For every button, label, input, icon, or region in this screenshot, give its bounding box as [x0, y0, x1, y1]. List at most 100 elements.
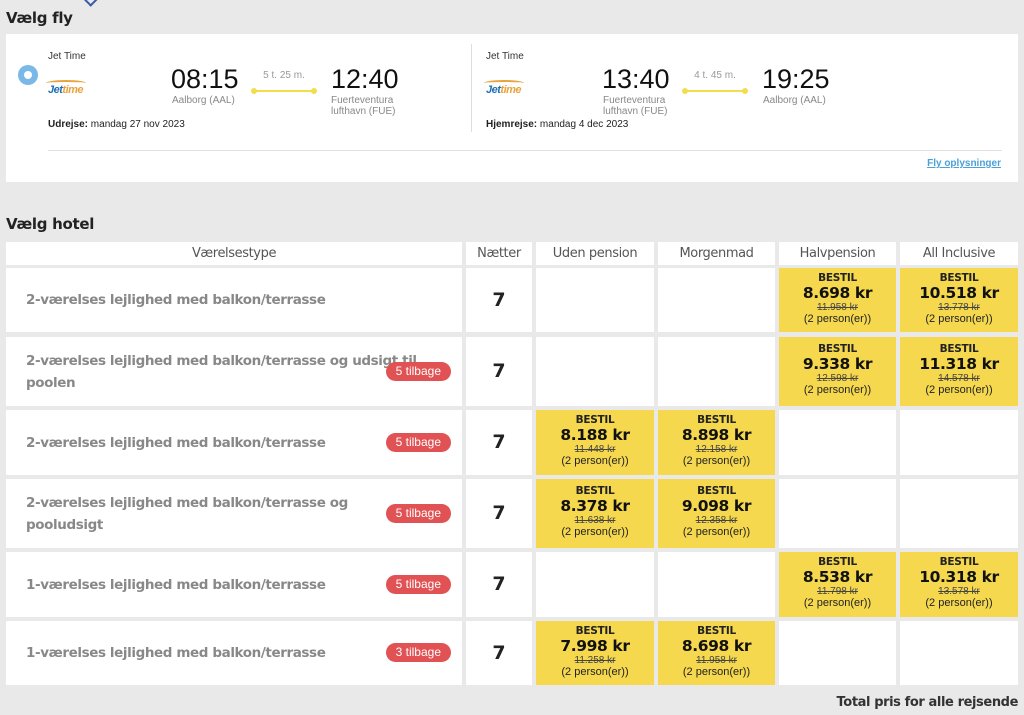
room-type-cell: 2-værelses lejlighed med balkon/terrasse…: [6, 479, 462, 548]
price-cell-no-board[interactable]: BESTIL 8.378 kr 11.638 kr (2 person(er)): [536, 479, 654, 548]
room-type-cell: 1-værelses lejlighed med balkon/terrasse…: [6, 621, 462, 685]
flight-duration: 4 t. 45 m.: [694, 70, 736, 81]
price-amount: 8.698 kr: [681, 637, 752, 655]
room-type-name: 2-værelses lejlighed med balkon/terrasse…: [26, 352, 417, 391]
price-cell-half-board[interactable]: BESTIL 9.338 kr 12.598 kr (2 person(er)): [779, 337, 896, 406]
room-type-name: 1-værelses lejlighed med balkon/terrasse: [26, 645, 326, 661]
book-label: BESTIL: [575, 414, 615, 426]
price-cell-half-board[interactable]: BESTIL 8.538 kr 11.798 kr (2 person(er)): [779, 552, 896, 617]
header-no-board: Uden pension: [536, 242, 654, 265]
arrival-time: 19:25: [762, 64, 830, 94]
person-count: (2 person(er)): [682, 455, 751, 467]
book-label: BESTIL: [818, 343, 857, 355]
price-cell-no-board[interactable]: BESTIL 7.998 kr 11.258 kr (2 person(er)): [536, 621, 654, 685]
original-price: 11.638 kr: [574, 515, 616, 526]
original-price: 11.798 kr: [817, 586, 858, 597]
availability-badge: 5 tilbage: [385, 432, 451, 452]
flight-route-line: [682, 88, 748, 94]
person-count: (2 person(er)): [682, 666, 751, 678]
price-amount: 10.318 kr: [919, 568, 999, 586]
price-cell-no-board[interactable]: BESTIL 8.188 kr 11.448 kr (2 person(er)): [536, 410, 654, 475]
person-count: (2 person(er)): [803, 313, 872, 325]
room-type-cell: 2-værelses lejlighed med balkon/terrasse…: [6, 337, 462, 406]
price-amount: 9.098 kr: [681, 497, 752, 515]
availability-badge: 5 tilbage: [385, 503, 451, 523]
price-cell-breakfast[interactable]: BESTIL 9.098 kr 12.358 kr (2 person(er)): [658, 479, 775, 548]
price-amount: 8.188 kr: [560, 426, 630, 444]
book-label: BESTIL: [939, 343, 979, 355]
empty-cell-all-inclusive: [900, 410, 1018, 475]
book-label: BESTIL: [939, 272, 979, 284]
original-price: 11.958 kr: [817, 302, 858, 313]
room-type-cell: 1-værelses lejlighed med balkon/terrasse…: [6, 552, 462, 617]
nights-value: 7: [466, 479, 532, 548]
price-cell-all-inclusive[interactable]: BESTIL 10.318 kr 13.578 kr (2 person(er)): [900, 552, 1018, 617]
original-price: 11.258 kr: [574, 655, 616, 666]
flight-card[interactable]: Jet Time Jettime 08:15 Aalborg (AAL) 5 t…: [6, 34, 1018, 182]
arrival-airport: Aalborg (AAL): [763, 95, 826, 106]
original-price: 14.578 kr: [938, 373, 980, 384]
header-breakfast: Morgenmad: [658, 242, 775, 265]
person-count: (2 person(er)): [561, 526, 629, 538]
room-type-cell: 2-værelses lejlighed med balkon/terrasse: [6, 268, 462, 332]
book-label: BESTIL: [575, 485, 615, 497]
empty-cell-half-board: [779, 479, 896, 548]
empty-cell-breakfast: [658, 268, 775, 332]
airline-logo: Jettime: [45, 80, 87, 96]
empty-cell-all-inclusive: [900, 479, 1018, 548]
price-cell-all-inclusive[interactable]: BESTIL 10.518 kr 13.778 kr (2 person(er)): [900, 268, 1018, 332]
room-type-name: 2-værelses lejlighed med balkon/terrasse: [26, 292, 326, 308]
price-amount: 8.698 kr: [802, 284, 873, 302]
person-count: (2 person(er)): [925, 313, 993, 325]
price-amount: 10.518 kr: [919, 284, 999, 302]
empty-cell-no-board: [536, 552, 654, 617]
price-cell-breakfast[interactable]: BESTIL 8.898 kr 12.158 kr (2 person(er)): [658, 410, 775, 475]
person-count: (2 person(er)): [682, 526, 751, 538]
room-type-cell: 2-værelses lejlighed med balkon/terrasse…: [6, 410, 462, 475]
person-count: (2 person(er)): [561, 666, 629, 678]
price-cell-all-inclusive[interactable]: BESTIL 11.318 kr 14.578 kr (2 person(er)): [900, 337, 1018, 406]
book-label: BESTIL: [818, 272, 857, 284]
nights-value: 7: [466, 268, 532, 332]
header-half-board: Halvpension: [779, 242, 896, 265]
original-price: 13.778 kr: [938, 302, 980, 313]
empty-cell-no-board: [536, 337, 654, 406]
empty-cell-no-board: [536, 268, 654, 332]
departure-time: 13:40: [602, 64, 670, 94]
price-cell-breakfast[interactable]: BESTIL 8.698 kr 11.958 kr (2 person(er)): [658, 621, 775, 685]
empty-cell-breakfast: [658, 337, 775, 406]
empty-cell-all-inclusive: [900, 621, 1018, 685]
flight-radio-button[interactable]: [18, 65, 38, 85]
dropdown-chevron-icon: [82, 0, 98, 7]
original-price: 11.448 kr: [574, 444, 616, 455]
empty-cell-breakfast: [658, 552, 775, 617]
flight-info-link[interactable]: Fly oplysninger: [927, 158, 1001, 169]
empty-cell-half-board: [779, 410, 896, 475]
header-room-type: Værelsestype: [6, 242, 462, 265]
book-label: BESTIL: [818, 556, 857, 568]
arrival-airport: Fuerteventura lufthavn (FUE): [331, 95, 396, 117]
price-amount: 11.318 kr: [919, 355, 999, 373]
return-leg: Jet Time Jettime 13:40 Fuerteventura luft…: [483, 34, 886, 144]
nights-value: 7: [466, 552, 532, 617]
departure-airport: Aalborg (AAL): [172, 95, 235, 106]
hotel-section-title: Vælg hotel: [6, 215, 95, 233]
footer-bar: [0, 686, 1024, 715]
airline-logo: Jettime: [483, 80, 525, 96]
book-label: BESTIL: [697, 485, 736, 497]
availability-badge: 5 tilbage: [385, 574, 451, 594]
leg-divider: [471, 44, 472, 132]
original-price: 11.958 kr: [696, 655, 737, 666]
flight-duration: 5 t. 25 m.: [263, 70, 305, 81]
price-amount: 9.338 kr: [802, 355, 873, 373]
book-label: BESTIL: [697, 625, 736, 637]
availability-badge: 5 tilbage: [385, 361, 451, 381]
price-cell-half-board[interactable]: BESTIL 8.698 kr 11.958 kr (2 person(er)): [779, 268, 896, 332]
book-label: BESTIL: [939, 556, 979, 568]
return-date: Hjemrejse: mandag 4 dec 2023: [486, 119, 629, 130]
person-count: (2 person(er)): [925, 384, 993, 396]
price-amount: 7.998 kr: [560, 637, 630, 655]
room-type-name: 2-værelses lejlighed med balkon/terrasse…: [26, 494, 348, 533]
divider: [48, 150, 1002, 151]
flight-section-title: Vælg fly: [6, 9, 73, 27]
